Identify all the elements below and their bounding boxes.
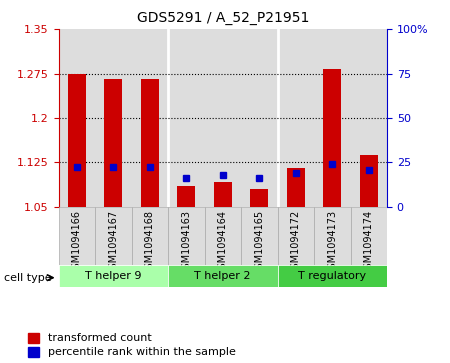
Bar xyxy=(214,182,232,207)
Text: cell type: cell type xyxy=(4,273,52,283)
Bar xyxy=(314,29,351,207)
Text: GSM1094165: GSM1094165 xyxy=(254,210,264,275)
FancyBboxPatch shape xyxy=(168,265,278,287)
FancyBboxPatch shape xyxy=(131,207,168,265)
Text: GSM1094166: GSM1094166 xyxy=(72,210,82,275)
FancyBboxPatch shape xyxy=(58,265,168,287)
Text: GSM1094168: GSM1094168 xyxy=(145,210,155,275)
Text: T helper 2: T helper 2 xyxy=(194,271,251,281)
Title: GDS5291 / A_52_P21951: GDS5291 / A_52_P21951 xyxy=(136,11,309,25)
Bar xyxy=(360,155,378,207)
Bar xyxy=(104,79,122,207)
Text: GSM1094174: GSM1094174 xyxy=(364,210,374,275)
Bar xyxy=(131,29,168,207)
Text: T regulatory: T regulatory xyxy=(298,271,366,281)
Text: GSM1094172: GSM1094172 xyxy=(291,210,301,275)
Text: T helper 9: T helper 9 xyxy=(85,271,141,281)
Bar xyxy=(351,29,387,207)
FancyBboxPatch shape xyxy=(351,207,387,265)
Bar xyxy=(68,74,86,207)
Text: GSM1094163: GSM1094163 xyxy=(181,210,191,275)
Bar xyxy=(287,168,305,207)
FancyBboxPatch shape xyxy=(278,265,387,287)
Bar xyxy=(95,29,131,207)
FancyBboxPatch shape xyxy=(168,207,204,265)
FancyBboxPatch shape xyxy=(95,207,131,265)
Bar xyxy=(58,29,95,207)
FancyBboxPatch shape xyxy=(204,207,241,265)
FancyBboxPatch shape xyxy=(241,207,278,265)
Bar xyxy=(241,29,278,207)
FancyBboxPatch shape xyxy=(278,207,314,265)
Bar xyxy=(177,186,195,207)
Legend: transformed count, percentile rank within the sample: transformed count, percentile rank withi… xyxy=(28,333,236,358)
Bar xyxy=(323,69,342,207)
FancyBboxPatch shape xyxy=(314,207,351,265)
Text: GSM1094173: GSM1094173 xyxy=(327,210,337,275)
Bar xyxy=(278,29,314,207)
Text: GSM1094167: GSM1094167 xyxy=(108,210,118,275)
Bar xyxy=(168,29,204,207)
Bar xyxy=(250,189,268,207)
Text: GSM1094164: GSM1094164 xyxy=(218,210,228,275)
FancyBboxPatch shape xyxy=(58,207,95,265)
Bar xyxy=(204,29,241,207)
Bar xyxy=(140,79,159,207)
